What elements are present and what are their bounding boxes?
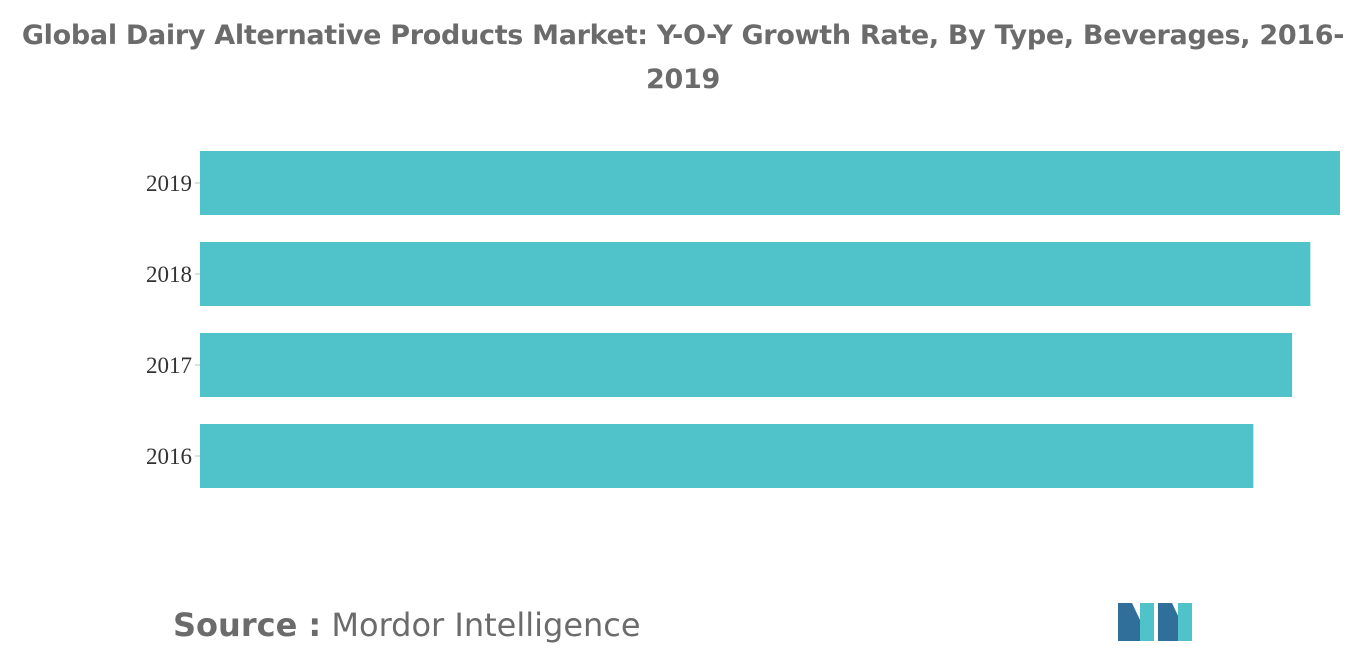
bar-2016	[200, 424, 1254, 488]
mordor-intelligence-logo	[1118, 603, 1192, 641]
tick-label-2017: 2017	[146, 353, 192, 378]
tick-label-2019: 2019	[146, 171, 192, 196]
source-note: Source : Mordor Intelligence	[173, 606, 641, 644]
source-text: Mordor Intelligence	[331, 606, 641, 644]
tick-label-2016: 2016	[146, 444, 192, 469]
tick-label-2018: 2018	[146, 262, 192, 287]
bar-2018	[200, 242, 1311, 306]
bar-2017	[200, 333, 1293, 397]
chart-title: Global Dairy Alternative Products Market…	[21, 20, 1345, 95]
bar-2019	[200, 151, 1340, 215]
source-label: Source :	[173, 606, 322, 644]
